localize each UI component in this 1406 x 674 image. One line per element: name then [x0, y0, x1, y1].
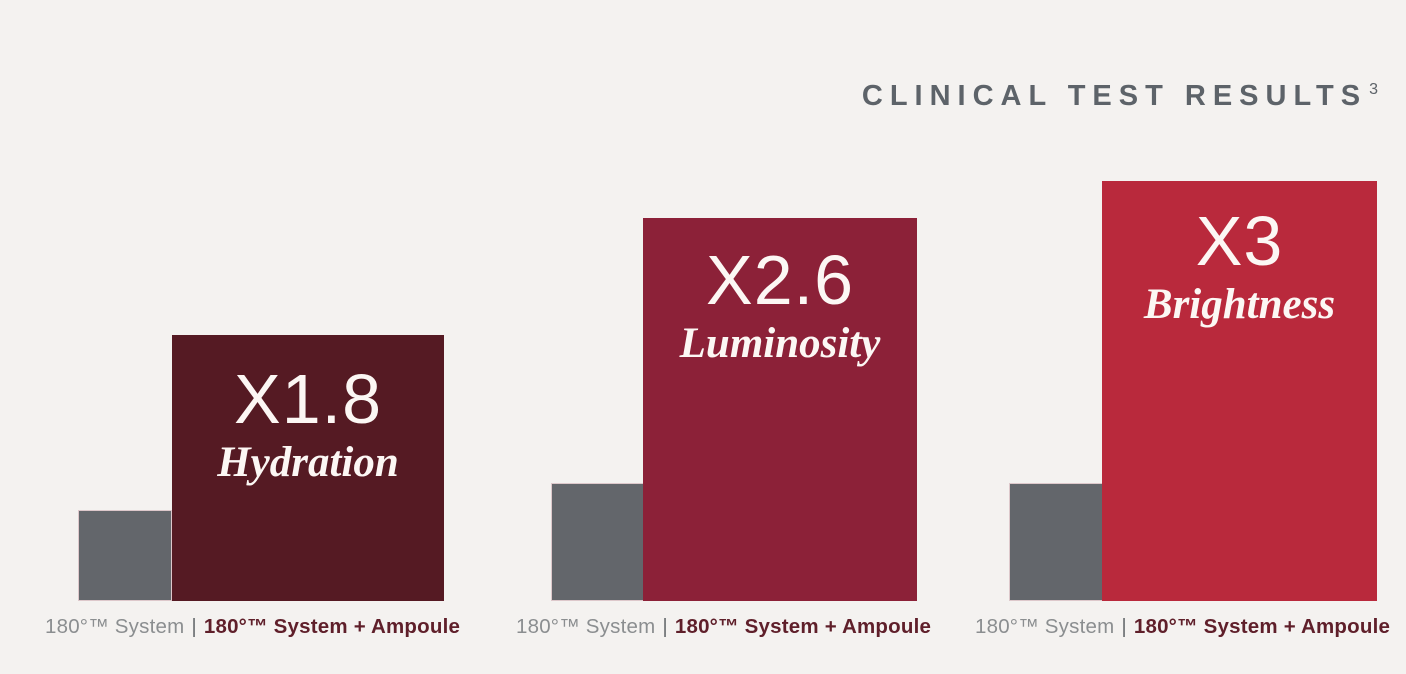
- caption-system-ampoule: 180°™ System + Ampoule: [1133, 615, 1391, 638]
- legend-caption-brightness: 180°™ System | 180°™ System + Ampoule: [975, 615, 1390, 639]
- metric-label: Luminosity: [679, 319, 881, 367]
- page-title-text: CLINICAL TEST RESULTS: [861, 80, 1368, 112]
- footnote-marker: 3: [1369, 81, 1378, 99]
- system-bar-luminosity: [551, 483, 644, 601]
- system-bar-hydration: [78, 510, 172, 601]
- system-ampoule-bar-brightness: X3 Brightness: [1102, 181, 1377, 601]
- legend-caption-hydration: 180°™ System | 180°™ System + Ampoule: [45, 615, 460, 639]
- caption-system: 180°™ System: [516, 615, 656, 638]
- legend-caption-luminosity: 180°™ System | 180°™ System + Ampoule: [516, 615, 931, 639]
- system-ampoule-bar-luminosity: X2.6 Luminosity: [643, 218, 917, 601]
- system-bar-brightness: [1009, 483, 1103, 601]
- caption-system: 180°™ System: [45, 615, 185, 638]
- metric-label: Hydration: [217, 438, 399, 486]
- caption-system-ampoule: 180°™ System + Ampoule: [674, 615, 932, 638]
- caption-divider: |: [662, 615, 668, 638]
- multiplier-label: X3: [1195, 202, 1284, 280]
- page-title: CLINICAL TEST RESULTS 3: [862, 80, 1378, 113]
- multiplier-label: X1.8: [234, 360, 382, 438]
- caption-system-ampoule: 180°™ System + Ampoule: [203, 615, 461, 638]
- caption-system: 180°™ System: [975, 615, 1115, 638]
- system-ampoule-bar-hydration: X1.8 Hydration: [172, 335, 444, 601]
- metric-label: Brightness: [1143, 280, 1336, 328]
- caption-divider: |: [191, 615, 197, 638]
- multiplier-label: X2.6: [706, 241, 854, 319]
- caption-divider: |: [1121, 615, 1127, 638]
